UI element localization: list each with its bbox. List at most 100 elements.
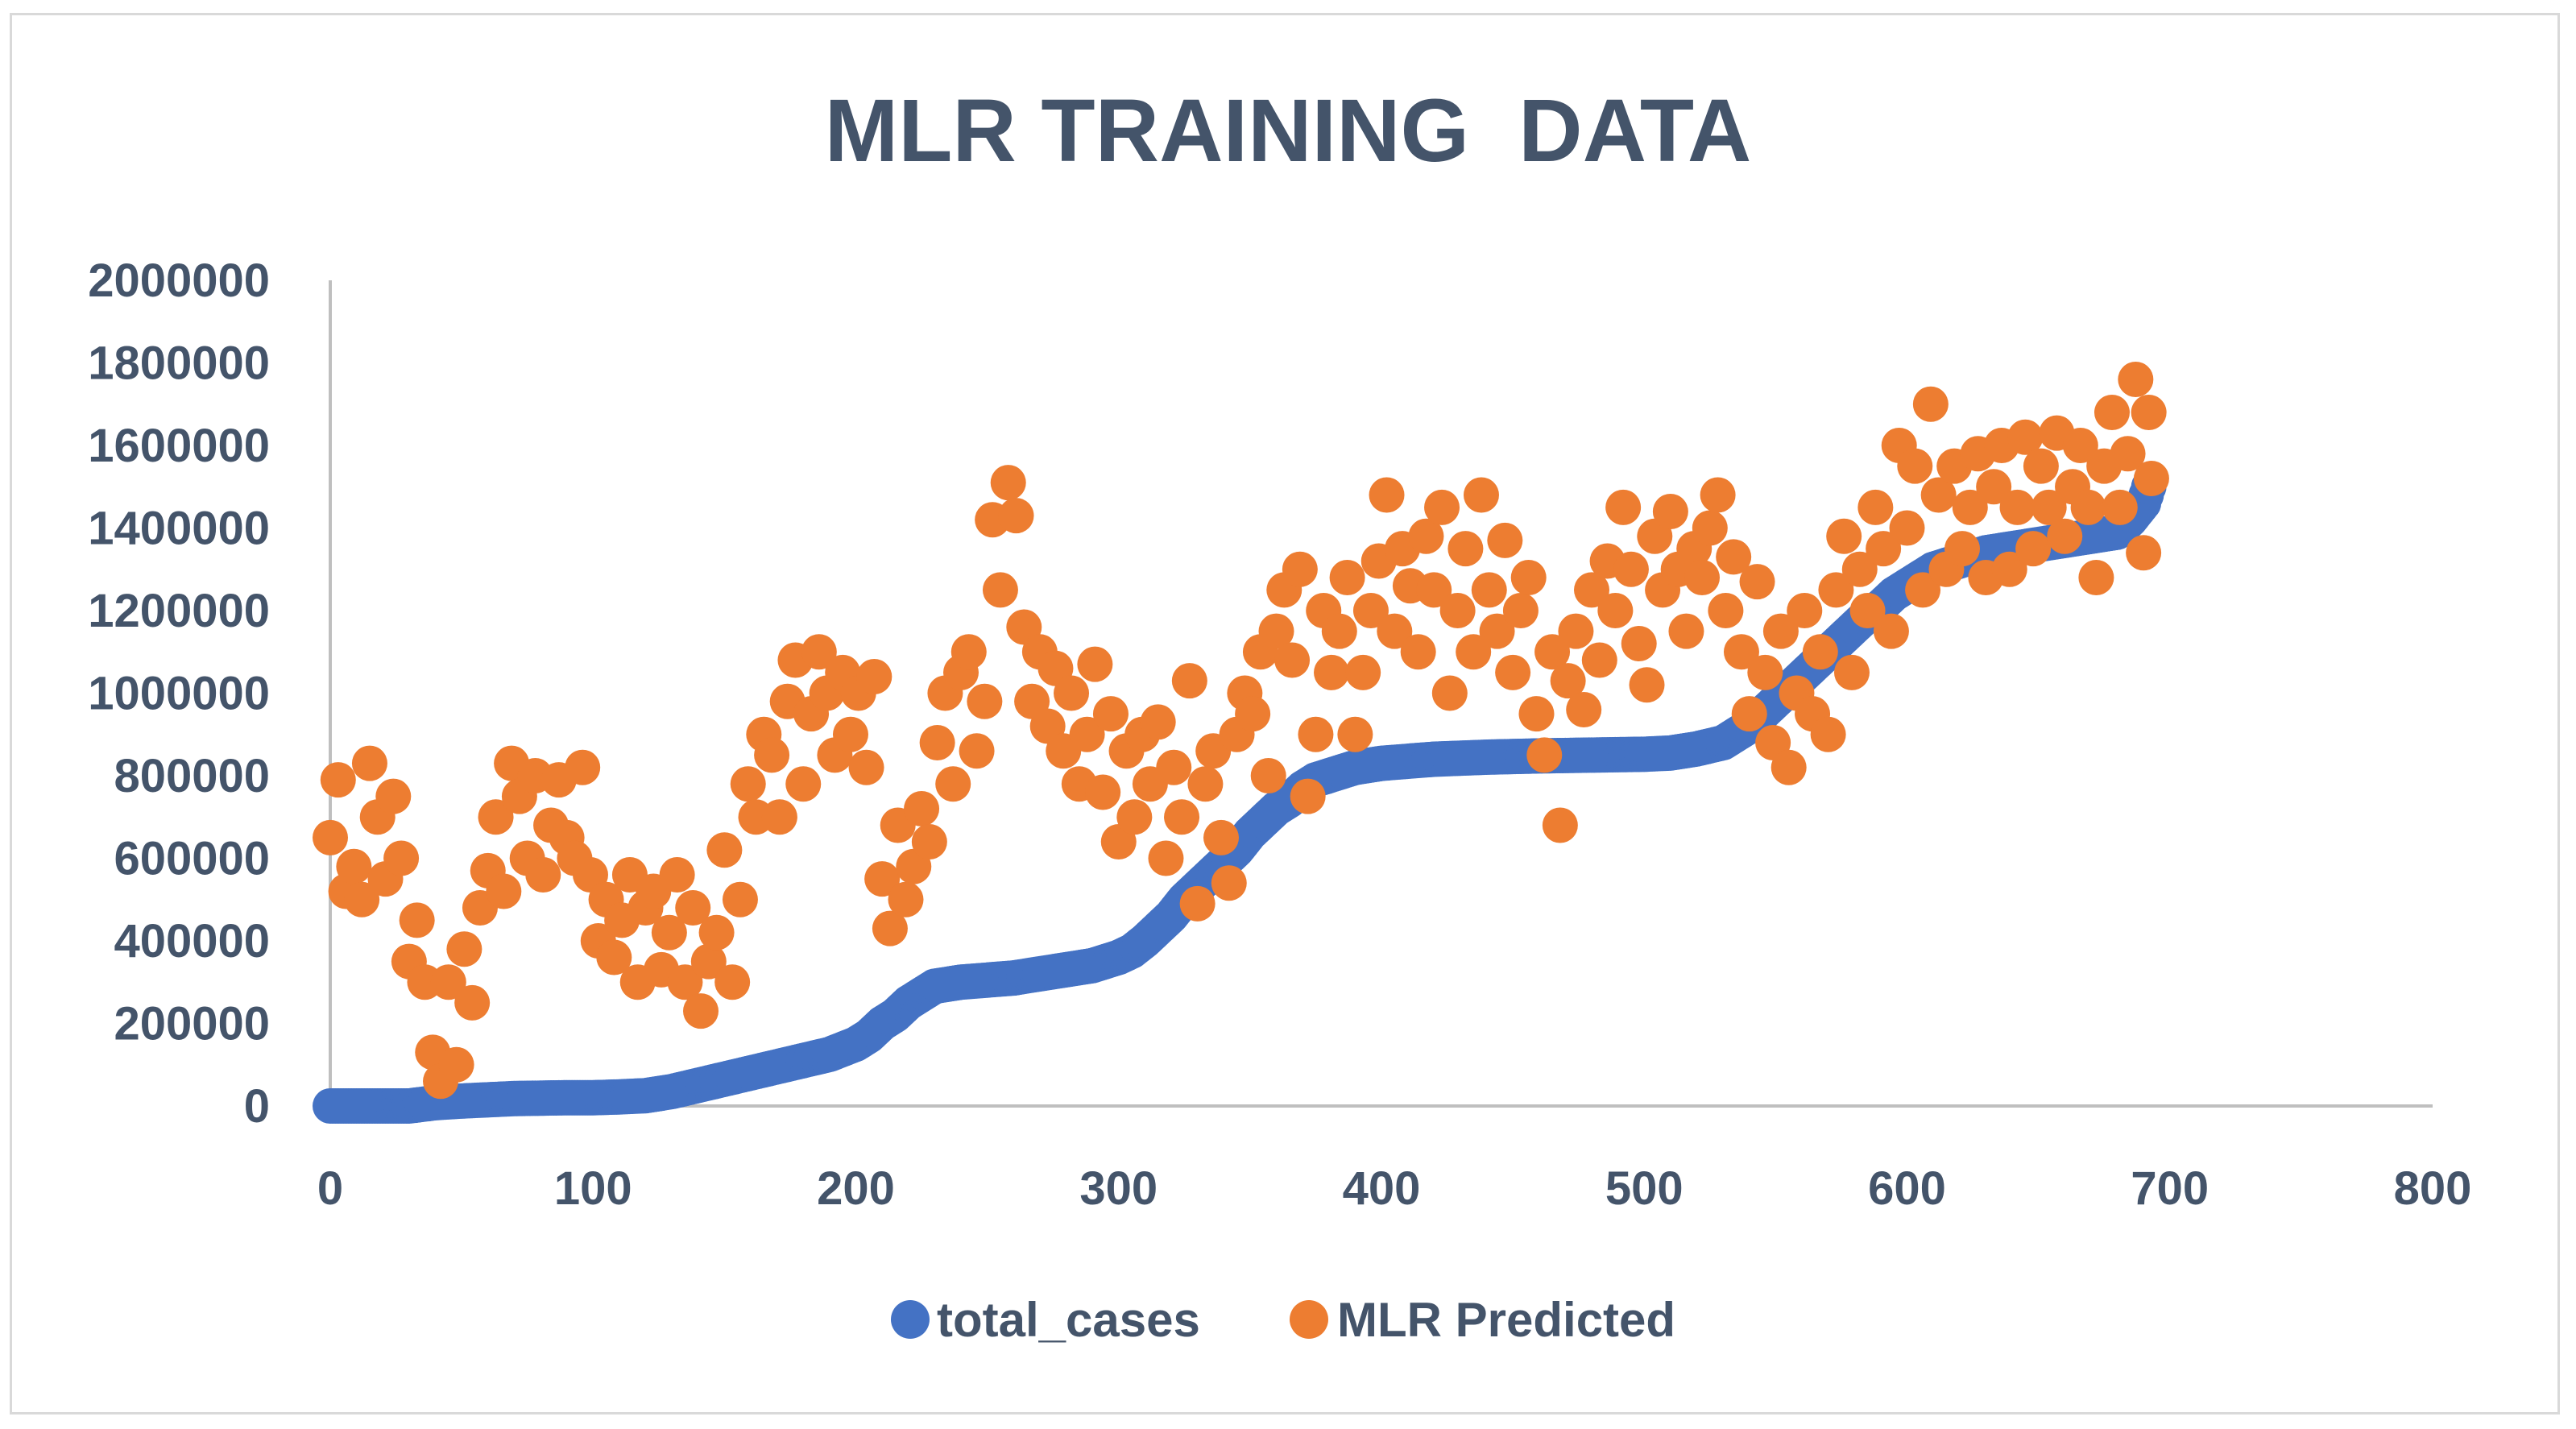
- y-tick-label: 1200000: [88, 585, 270, 637]
- data-point-mlr-predicted: [2133, 461, 2169, 496]
- data-point-mlr-predicted: [1700, 477, 1736, 513]
- data-point-mlr-predicted: [659, 857, 695, 893]
- y-tick-label: 600000: [114, 833, 270, 885]
- data-point-mlr-predicted: [722, 881, 758, 917]
- data-point-mlr-predicted: [2110, 436, 2146, 472]
- data-point-mlr-predicted: [1321, 613, 1357, 649]
- data-point-mlr-predicted: [565, 749, 601, 785]
- legend-marker-total-cases: [891, 1300, 930, 1339]
- data-point-mlr-predicted: [1708, 593, 1744, 628]
- data-point-mlr-predicted: [399, 902, 435, 938]
- data-point-mlr-predicted: [848, 749, 884, 785]
- data-point-mlr-predicted: [754, 737, 790, 773]
- data-point-mlr-predicted: [1897, 448, 1933, 484]
- data-point-mlr-predicted: [2015, 531, 2052, 567]
- data-point-mlr-predicted: [1077, 646, 1113, 682]
- data-point-mlr-predicted: [1810, 716, 1846, 752]
- y-tick-label: 400000: [114, 915, 270, 967]
- data-point-mlr-predicted: [1889, 510, 1925, 546]
- data-point-mlr-predicted: [950, 634, 987, 670]
- data-point-mlr-predicted: [1447, 531, 1484, 567]
- data-point-mlr-predicted: [446, 931, 482, 967]
- data-point-mlr-predicted: [761, 799, 797, 835]
- data-point-mlr-predicted: [525, 857, 561, 893]
- data-point-mlr-predicted: [998, 498, 1034, 534]
- data-point-mlr-predicted: [1092, 696, 1129, 732]
- data-point-mlr-predicted: [2126, 535, 2162, 571]
- data-point-mlr-predicted: [478, 799, 514, 835]
- data-point-mlr-predicted: [675, 890, 711, 926]
- data-point-mlr-predicted: [1329, 560, 1365, 595]
- data-point-mlr-predicted: [2007, 419, 2044, 455]
- series-layer: [313, 362, 2169, 1124]
- data-point-mlr-predicted: [1574, 572, 1609, 608]
- data-point-mlr-predicted: [2094, 395, 2130, 430]
- data-point-mlr-predicted: [1770, 749, 1807, 785]
- y-tick-label: 1000000: [88, 668, 270, 720]
- data-point-mlr-predicted: [1723, 634, 1759, 670]
- data-point-mlr-predicted: [1652, 494, 1688, 529]
- data-point-mlr-predicted: [1716, 539, 1752, 575]
- data-point-mlr-predicted: [651, 914, 687, 951]
- data-point-mlr-predicted: [990, 465, 1026, 501]
- y-tick-labels: 0 200000 400000 600000 800000 1000000 1200000 1…: [88, 255, 270, 1133]
- data-point-mlr-predicted: [1408, 518, 1444, 554]
- data-point-mlr-predicted: [596, 939, 632, 975]
- data-point-mlr-predicted: [1069, 716, 1105, 752]
- data-point-mlr-predicted: [1495, 654, 1531, 690]
- data-point-mlr-predicted: [1787, 593, 1823, 628]
- data-point-mlr-predicted: [1337, 716, 1373, 752]
- legend-marker-mlr-predicted: [1290, 1300, 1328, 1339]
- data-point-mlr-predicted: [982, 572, 1018, 608]
- chart-frame: [10, 13, 2560, 1415]
- data-point-mlr-predicted: [1621, 626, 1657, 661]
- data-point-mlr-predicted: [336, 848, 372, 884]
- x-tick-label: 400: [1343, 1162, 1421, 1215]
- data-point-mlr-predicted: [1085, 774, 1121, 810]
- data-point-mlr-predicted: [1463, 477, 1499, 513]
- x-tick-labels: 0 100 200 300 400 500 600 700 800: [317, 1162, 2472, 1215]
- data-point-mlr-predicted: [888, 881, 924, 917]
- data-point-mlr-predicted: [1502, 593, 1539, 628]
- data-point-mlr-predicted: [714, 964, 751, 1000]
- data-point-mlr-predicted: [1566, 692, 1602, 727]
- data-point-mlr-predicted: [2131, 395, 2167, 430]
- data-point-mlr-predicted: [856, 659, 892, 694]
- data-point-mlr-predicted: [1156, 749, 1192, 785]
- x-tick-label: 700: [2131, 1162, 2209, 1215]
- data-point-mlr-predicted: [1148, 840, 1184, 876]
- data-point-mlr-predicted: [1424, 489, 1460, 525]
- data-point-mlr-predicted: [1762, 613, 1799, 649]
- data-point-mlr-predicted: [1282, 551, 1318, 587]
- data-point-mlr-predicted: [1542, 807, 1578, 843]
- legend-label-total-cases: total_cases: [937, 1293, 1200, 1347]
- data-point-mlr-predicted: [1211, 865, 1247, 901]
- data-point-mlr-predicted: [832, 716, 868, 752]
- y-tick-label: 2000000: [88, 255, 270, 307]
- data-point-mlr-predicted: [1826, 518, 1862, 554]
- data-point-mlr-predicted: [1439, 593, 1476, 628]
- data-point-mlr-predicted: [935, 766, 971, 802]
- data-point-mlr-predicted: [690, 943, 727, 980]
- y-tick-label: 200000: [114, 998, 270, 1050]
- data-point-mlr-predicted: [1534, 634, 1571, 670]
- x-tick-label: 100: [554, 1162, 632, 1215]
- data-point-mlr-predicted: [1976, 469, 2012, 505]
- data-point-mlr-predicted: [1510, 560, 1547, 595]
- data-point-mlr-predicted: [383, 840, 420, 876]
- data-point-mlr-predicted: [730, 766, 766, 802]
- data-point-mlr-predicted: [2062, 428, 2098, 463]
- data-point-mlr-predicted: [438, 1046, 474, 1083]
- data-point-mlr-predicted: [320, 762, 356, 798]
- data-point-mlr-predicted: [1857, 489, 1894, 525]
- data-point-mlr-predicted: [872, 910, 908, 946]
- data-point-mlr-predicted: [1747, 654, 1783, 690]
- data-point-mlr-predicted: [1187, 766, 1224, 802]
- data-point-mlr-predicted: [801, 634, 837, 670]
- data-point-mlr-predicted: [1171, 663, 1207, 699]
- data-point-mlr-predicted: [1235, 696, 1271, 732]
- data-point-mlr-predicted: [1731, 696, 1767, 732]
- series-mlr-predicted: [313, 362, 2169, 1100]
- data-point-mlr-predicted: [1912, 386, 1949, 422]
